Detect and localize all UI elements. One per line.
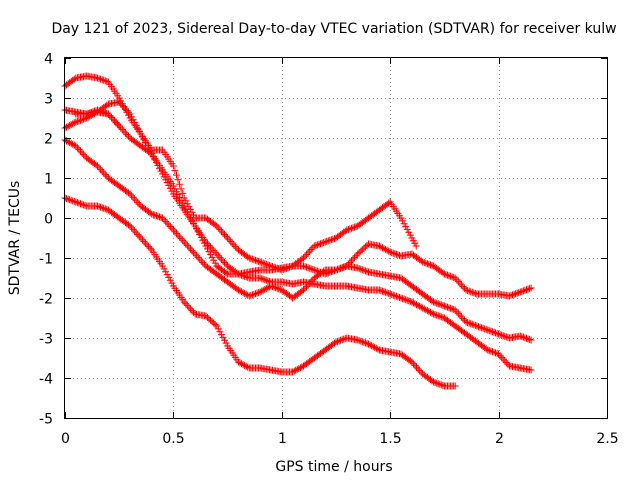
grid-lines [65, 58, 607, 418]
x-tick-label: 2.5 [596, 431, 618, 447]
y-tick-label: 4 [44, 52, 53, 68]
plot-frame [64, 57, 608, 419]
x-tick-label: 2 [495, 431, 504, 447]
y-tick-label: -3 [39, 332, 53, 348]
data-marks [61, 72, 535, 390]
y-tick-label: -5 [39, 412, 53, 428]
series-satellite-e [61, 98, 535, 374]
y-tick-label: 2 [44, 132, 53, 148]
y-tick-label: -4 [39, 372, 53, 388]
x-tick-label: 0.5 [162, 431, 184, 447]
y-axis-label: SDTVAR / TECUs [7, 181, 23, 296]
y-tick-label: 0 [44, 212, 53, 228]
y-tick-label: 1 [44, 172, 53, 188]
y-tick-label: -1 [39, 252, 53, 268]
axis-ticks: 0 0.5 1 1.5 2 2.5 -5 -4 -3 -2 -1 0 1 2 3 4 [39, 52, 619, 448]
plus-markers [72, 108, 123, 130]
y-tick-label: 3 [44, 92, 53, 108]
series-satellite-c [61, 136, 535, 344]
x-tick-label: 1 [278, 431, 287, 447]
plus-markers [61, 136, 535, 344]
series-satellite-b [61, 106, 535, 300]
plus-markers [61, 98, 535, 374]
y-tick-label: -2 [39, 292, 53, 308]
x-tick-label: 1.5 [379, 431, 401, 447]
x-tick-label: 0 [61, 431, 70, 447]
chart-title: Day 121 of 2023, Sidereal Day-to-day VTE… [51, 21, 616, 37]
x-axis-label: GPS time / hours [275, 459, 392, 475]
plus-markers [61, 106, 535, 300]
series-satellite-f [72, 108, 123, 130]
